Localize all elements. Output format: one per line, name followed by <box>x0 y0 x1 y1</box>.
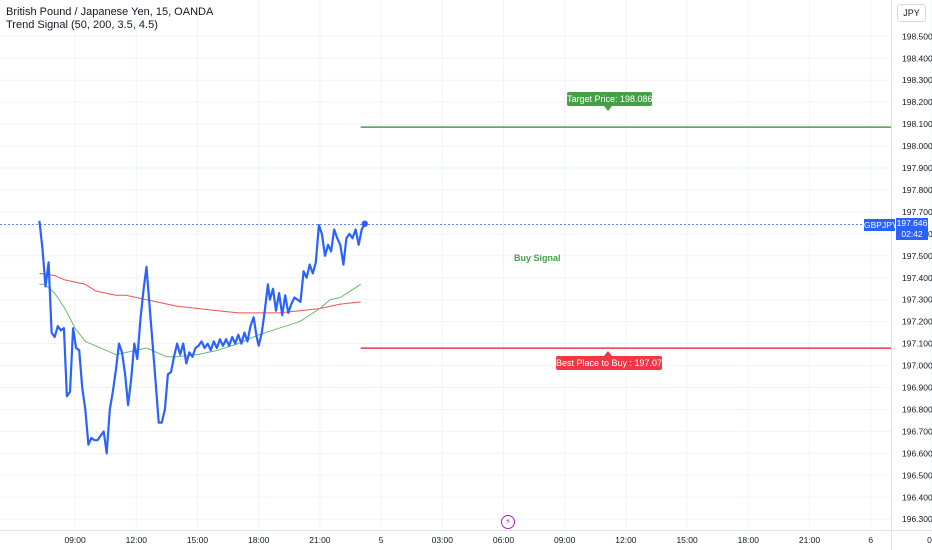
y-tick-label: 196.600 <box>902 448 932 458</box>
x-tick-label: 18:00 <box>738 535 760 545</box>
y-tick-label: 196.900 <box>902 383 932 393</box>
currency-button[interactable]: JPY <box>897 4 926 22</box>
y-tick-label: 196.700 <box>902 426 932 436</box>
best-buy-pointer <box>604 351 612 356</box>
x-tick-label: 03 <box>927 535 932 545</box>
chart-title: British Pound / Japanese Yen, 15, OANDA <box>6 6 214 18</box>
y-tick-label: 197.500 <box>902 251 932 261</box>
buy-signal-label: Buy Signal <box>514 253 561 263</box>
lightning-icon[interactable]: ⚡ <box>501 515 515 529</box>
y-tick-label: 197.000 <box>902 361 932 371</box>
y-tick-label: 197.400 <box>902 273 932 283</box>
ma-slow-line <box>39 272 361 314</box>
y-tick-label: 197.700 <box>902 207 932 217</box>
price-line <box>38 220 366 455</box>
x-tick-label: 15:00 <box>187 535 209 545</box>
y-tick-label: 198.300 <box>902 75 932 85</box>
best-buy-label: Best Place to Buy : 197.0796 <box>556 356 673 370</box>
x-tick-label: 21:00 <box>799 535 821 545</box>
x-tick-label: 03:00 <box>432 535 454 545</box>
y-tick-label: 197.800 <box>902 185 932 195</box>
x-tick-label: 06:00 <box>493 535 515 545</box>
x-tick-label: 12:00 <box>615 535 637 545</box>
y-tick-label: 198.400 <box>902 53 932 63</box>
x-tick-label: 15:00 <box>676 535 698 545</box>
y-tick-label: 197.100 <box>902 339 932 349</box>
y-tick-label: 196.400 <box>902 492 932 502</box>
series-lines <box>38 220 368 455</box>
time-axis[interactable]: 09:00 12:00 15:00 18:00 21:00 5 03:00 06:00 09:0… <box>64 535 932 545</box>
target-price-label: Target Price: 198.0865 <box>567 92 658 106</box>
y-tick-label: 198.200 <box>902 97 932 107</box>
x-tick-label: 18:00 <box>248 535 270 545</box>
y-tick-label: 198.100 <box>902 119 932 129</box>
y-tick-label: 197.300 <box>902 295 932 305</box>
target-price-pointer <box>604 106 612 111</box>
grid-lines <box>0 0 932 530</box>
x-tick-label: 09:00 <box>64 535 86 545</box>
x-tick-label: 21:00 <box>309 535 331 545</box>
y-tick-label: 198.000 <box>902 141 932 151</box>
y-tick-label: 196.300 <box>902 514 932 524</box>
level-lines <box>360 126 891 349</box>
price-axis[interactable]: 198.500 198.400 198.300 198.200 198.100 198.0… <box>902 31 932 524</box>
y-tick-label: 196.800 <box>902 404 932 414</box>
y-tick-label: 196.500 <box>902 470 932 480</box>
indicator-legend[interactable]: Trend Signal (50, 200, 3.5, 4.5) <box>6 19 158 31</box>
x-tick-label: 12:00 <box>126 535 148 545</box>
bar-countdown: 02:42 <box>901 229 923 239</box>
ma-fast-line <box>39 283 361 358</box>
y-tick-label: 197.200 <box>902 317 932 327</box>
symbol-tag: GBPJPY <box>864 219 898 231</box>
last-price-value: 197.646 <box>896 218 928 228</box>
x-tick-label: 09:00 <box>554 535 576 545</box>
y-tick-label: 197.900 <box>902 163 932 173</box>
last-price-tag: 197.646 02:42 <box>896 218 928 240</box>
y-tick-label: 198.500 <box>902 31 932 41</box>
x-tick-label: 5 <box>379 535 384 545</box>
x-tick-label: 6 <box>868 535 873 545</box>
last-price-dot <box>361 220 368 227</box>
